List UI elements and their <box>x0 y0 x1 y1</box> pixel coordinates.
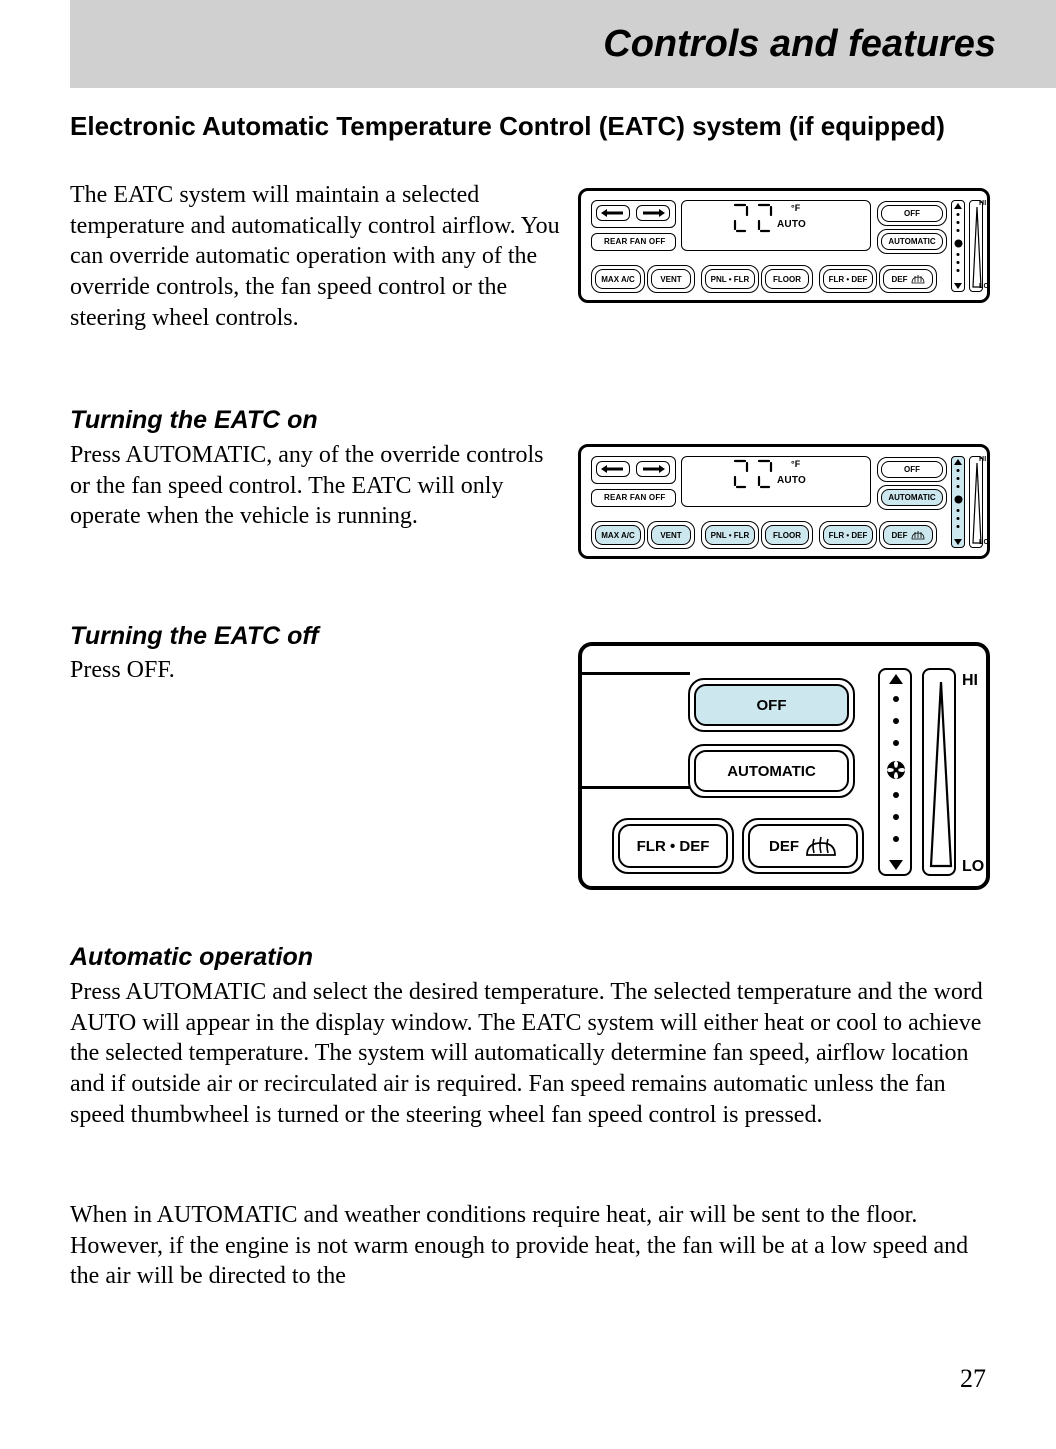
lo-label-closeup: LO <box>962 858 984 876</box>
heading-turning-on: Turning the EATC on <box>70 405 990 436</box>
eatc-panel-diagram-2: REAR FAN OFF °F AUTO OFF AUTOMATIC HI LO… <box>578 444 990 559</box>
page-number: 27 <box>960 1364 986 1394</box>
flr-def-button-hl: FLR • DEF <box>823 525 873 545</box>
paragraph-turning-on: Press AUTOMATIC, any of the override con… <box>70 440 560 532</box>
eatc-panel-diagram-1: REAR FAN OFF °F AUTO OFF AUTOMATIC HI LO… <box>578 188 990 303</box>
off-button-closeup: OFF <box>694 684 849 726</box>
section-automatic-operation: Automatic operation <box>70 942 990 973</box>
def-button: DEF <box>883 269 933 289</box>
auto-display-label: AUTO <box>777 219 806 230</box>
automatic-button-highlighted: AUTOMATIC <box>881 489 943 506</box>
hi-label-closeup: HI <box>962 672 978 690</box>
floor-button-hl: FLOOR <box>765 525 809 545</box>
eatc-panel-closeup: OFF AUTOMATIC FLR • DEF DEF HI LO <box>578 642 990 890</box>
pnl-flr-button-hl: PNL • FLR <box>705 525 755 545</box>
fan-icon <box>886 760 906 780</box>
defrost-icon <box>911 274 925 284</box>
lo-label: LO <box>979 283 989 290</box>
vent-button-hl: VENT <box>651 525 691 545</box>
pnl-flr-button: PNL • FLR <box>705 269 755 289</box>
paragraph-auto-op-1: Press AUTOMATIC and select the desired t… <box>70 977 985 1131</box>
flr-def-button-closeup: FLR • DEF <box>618 824 728 868</box>
floor-button: FLOOR <box>765 269 809 289</box>
automatic-button-diagram: AUTOMATIC <box>881 233 943 250</box>
heading-eatc-system: Electronic Automatic Temperature Control… <box>70 110 990 143</box>
defrost-icon <box>805 835 837 857</box>
vent-button: VENT <box>651 269 691 289</box>
header-title: Controls and features <box>603 23 996 66</box>
rear-fan-off-label: REAR FAN OFF <box>604 237 666 246</box>
fahrenheit-label: °F <box>791 203 801 213</box>
fan-icon <box>954 239 963 248</box>
paragraph-eatc-intro: The EATC system will maintain a selected… <box>70 180 560 334</box>
hi-label: HI <box>979 200 986 207</box>
automatic-button-closeup: AUTOMATIC <box>694 750 849 792</box>
def-button-closeup: DEF <box>748 824 858 868</box>
header-banner: Controls and features <box>70 0 1056 88</box>
paragraph-auto-op-2: When in AUTOMATIC and weather conditions… <box>70 1200 985 1292</box>
section-turning-on: Turning the EATC on <box>70 405 990 436</box>
max-ac-button-hl: MAX A/C <box>595 525 641 545</box>
off-button-diagram: OFF <box>881 205 943 222</box>
def-button-hl: DEF <box>883 525 933 545</box>
max-ac-button: MAX A/C <box>595 269 641 289</box>
section-eatc: Electronic Automatic Temperature Control… <box>70 110 990 143</box>
heading-automatic-operation: Automatic operation <box>70 942 990 973</box>
flr-def-button: FLR • DEF <box>823 269 873 289</box>
